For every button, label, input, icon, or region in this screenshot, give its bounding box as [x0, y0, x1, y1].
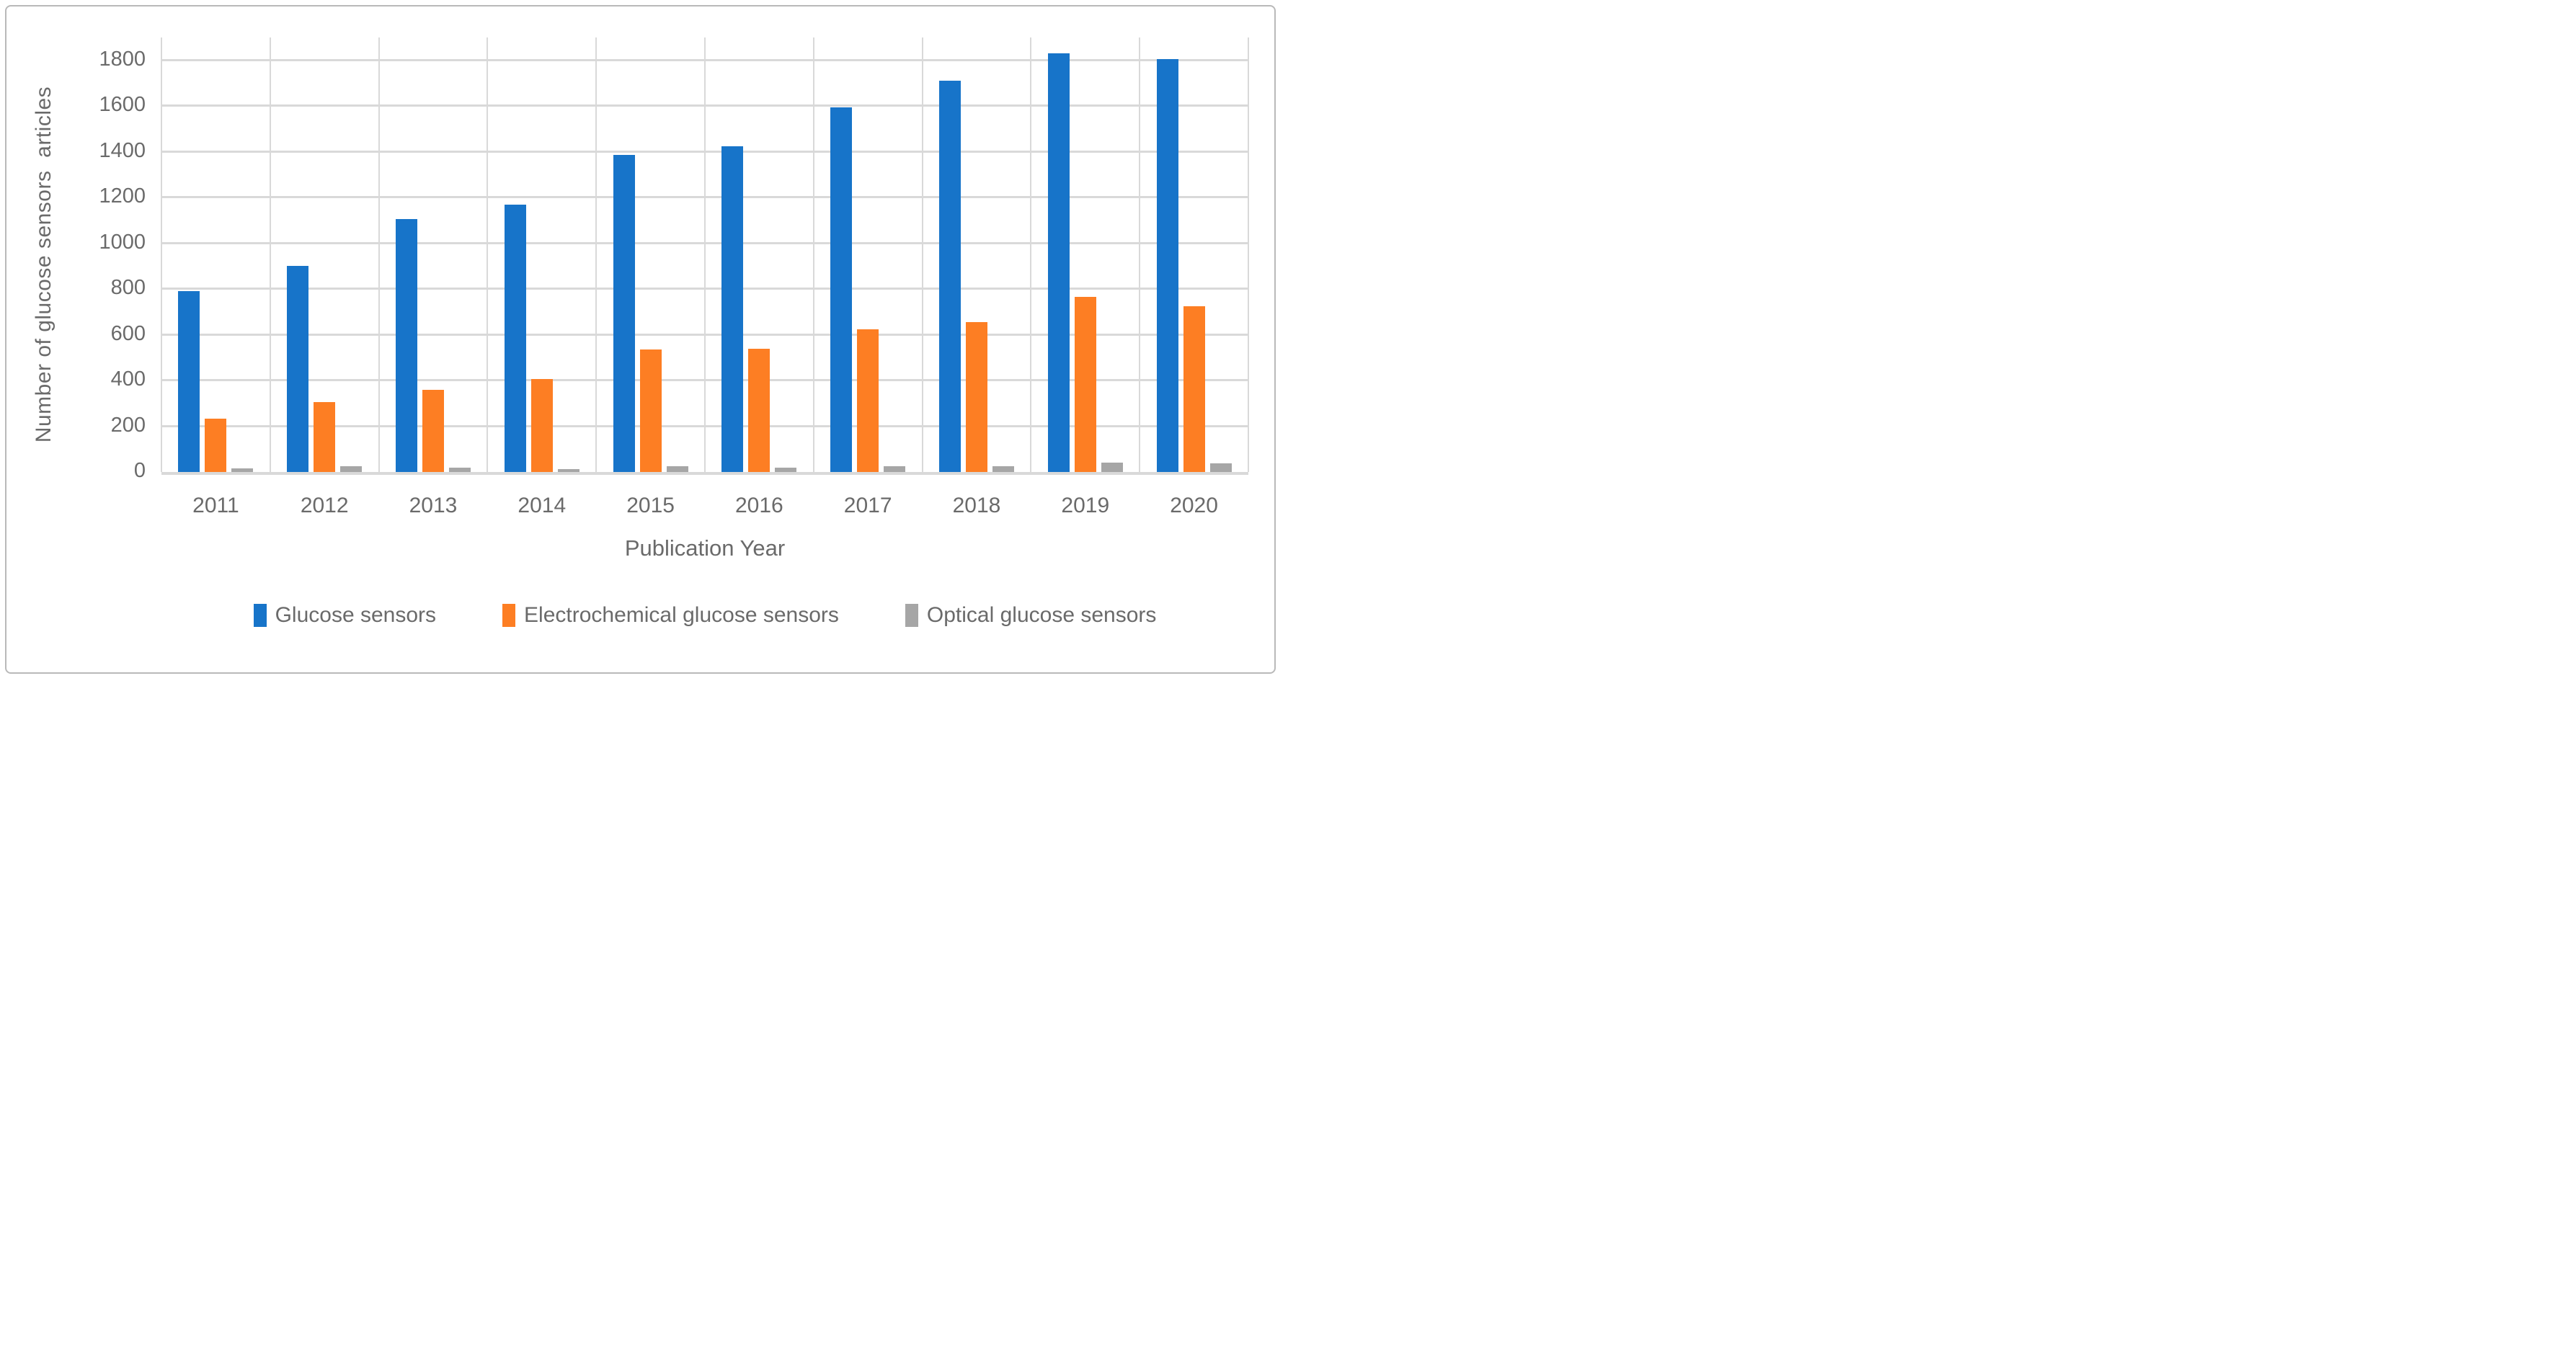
bar-glucose-sensors-2017: [830, 107, 853, 472]
legend-label-electrochemical-glucose-sensors: Electrochemical glucose sensors: [524, 603, 839, 627]
bar-group-2011: [161, 37, 270, 472]
chart-body: 0 200 400 600 800 1000 1200 1400 1600 1800 2011 20…: [6, 6, 1274, 628]
bar-electrochemical-glucose-sensors-2013: [422, 389, 444, 472]
bar-optical-glucose-sensors-2014: [557, 469, 579, 472]
bar-glucose-sensors-2019: [1047, 53, 1070, 472]
gridline-v-8: [1030, 37, 1032, 472]
gridline-v-0: [161, 37, 162, 472]
y-tick-label-600: 600: [110, 321, 146, 345]
gridline-v-3: [487, 37, 489, 472]
gridline-v-10: [1248, 37, 1249, 472]
x-tick-label-2016: 2016: [735, 494, 783, 517]
y-tick-label-400: 400: [110, 368, 146, 391]
bar-group-2020: [1140, 37, 1248, 472]
gridline-v-2: [378, 37, 380, 472]
bar-optical-glucose-sensors-2016: [775, 468, 797, 472]
bar-glucose-sensors-2018: [938, 81, 961, 472]
legend-item-optical-glucose-sensors: Optical glucose sensors: [905, 603, 1157, 628]
bar-groups: [161, 37, 1248, 472]
bar-electrochemical-glucose-sensors-2019: [1074, 297, 1096, 472]
y-tick-label-800: 800: [110, 276, 146, 300]
gridline-v-5: [704, 37, 706, 472]
bar-group-2019: [1031, 37, 1140, 472]
bar-optical-glucose-sensors-2018: [992, 466, 1014, 472]
bar-glucose-sensors-2014: [504, 204, 526, 472]
bar-group-2014: [487, 37, 596, 472]
bar-glucose-sensors-2016: [721, 146, 744, 472]
x-tick-label-2013: 2013: [409, 494, 458, 517]
gridline-v-6: [812, 37, 814, 472]
bar-optical-glucose-sensors-2011: [231, 468, 254, 472]
x-tick-label-2014: 2014: [518, 494, 567, 517]
plot-area: [161, 37, 1249, 475]
legend-item-glucose-sensors: Glucose sensors: [253, 603, 437, 628]
y-tick-label-1600: 1600: [99, 93, 146, 117]
x-tick-label-2012: 2012: [300, 494, 349, 517]
plot-row: 0 200 400 600 800 1000 1200 1400 1600 1800: [6, 37, 1274, 481]
chart-figure: Number of glucose sensors articles 0 200 4…: [5, 5, 1276, 674]
bar-group-2016: [705, 37, 814, 472]
bar-group-2012: [270, 37, 379, 472]
y-tick-label-1200: 1200: [99, 184, 146, 208]
bar-electrochemical-glucose-sensors-2011: [205, 419, 227, 472]
gridline-v-7: [921, 37, 923, 472]
bar-optical-glucose-sensors-2019: [1101, 463, 1123, 472]
x-tick-label-2011: 2011: [192, 494, 239, 517]
y-tick-label-0: 0: [133, 459, 146, 482]
bar-electrochemical-glucose-sensors-2017: [857, 329, 879, 472]
bar-optical-glucose-sensors-2017: [884, 466, 906, 472]
x-tick-label-2020: 2020: [1170, 494, 1218, 517]
x-axis-title: Publication Year: [624, 535, 786, 561]
bar-optical-glucose-sensors-2013: [448, 467, 471, 472]
bar-electrochemical-glucose-sensors-2016: [748, 348, 770, 472]
legend-label-glucose-sensors: Glucose sensors: [275, 603, 437, 627]
legend-item-electrochemical-glucose-sensors: Electrochemical glucose sensors: [502, 603, 839, 628]
bar-electrochemical-glucose-sensors-2015: [639, 349, 662, 472]
bar-electrochemical-glucose-sensors-2020: [1183, 306, 1205, 472]
gridline-v-1: [269, 37, 271, 472]
bar-group-2013: [379, 37, 488, 472]
bar-electrochemical-glucose-sensors-2018: [965, 322, 987, 472]
bar-group-2017: [814, 37, 923, 472]
y-tick-label-1000: 1000: [99, 230, 146, 254]
legend-label-optical-glucose-sensors: Optical glucose sensors: [926, 603, 1157, 627]
bar-optical-glucose-sensors-2012: [340, 466, 363, 472]
y-tick-label-200: 200: [110, 413, 146, 437]
bar-group-2015: [596, 37, 705, 472]
x-tick-label-2018: 2018: [952, 494, 1001, 517]
bar-glucose-sensors-2020: [1156, 59, 1178, 472]
legend-swatch-optical-glucose-sensors: [905, 604, 918, 627]
bar-glucose-sensors-2013: [395, 219, 417, 472]
y-tick-label-1400: 1400: [99, 138, 146, 162]
bar-glucose-sensors-2012: [287, 266, 309, 472]
bar-optical-glucose-sensors-2015: [666, 466, 688, 472]
y-axis-tick-labels: 0 200 400 600 800 1000 1200 1400 1600 1800: [6, 37, 161, 481]
bar-optical-glucose-sensors-2020: [1209, 463, 1232, 472]
legend-swatch-glucose-sensors: [253, 604, 267, 627]
x-axis-tick-labels: 2011 2012 2013 2014 2015 2016 2017 2018 2019 2020: [161, 494, 1248, 518]
legend: Glucose sensors Electrochemical glucose s…: [161, 603, 1248, 628]
gridline-v-9: [1139, 37, 1141, 472]
x-tick-label-2015: 2015: [626, 494, 675, 517]
gridline-v-4: [595, 37, 598, 472]
bar-group-2018: [923, 37, 1031, 472]
x-tick-label-2017: 2017: [843, 494, 892, 517]
bar-electrochemical-glucose-sensors-2014: [530, 379, 553, 472]
x-tick-label-2019: 2019: [1061, 494, 1110, 517]
bar-glucose-sensors-2011: [178, 291, 200, 472]
bar-electrochemical-glucose-sensors-2012: [314, 402, 336, 472]
y-tick-label-1800: 1800: [99, 47, 146, 71]
legend-swatch-electrochemical-glucose-sensors: [502, 604, 516, 627]
bar-glucose-sensors-2015: [613, 155, 635, 472]
